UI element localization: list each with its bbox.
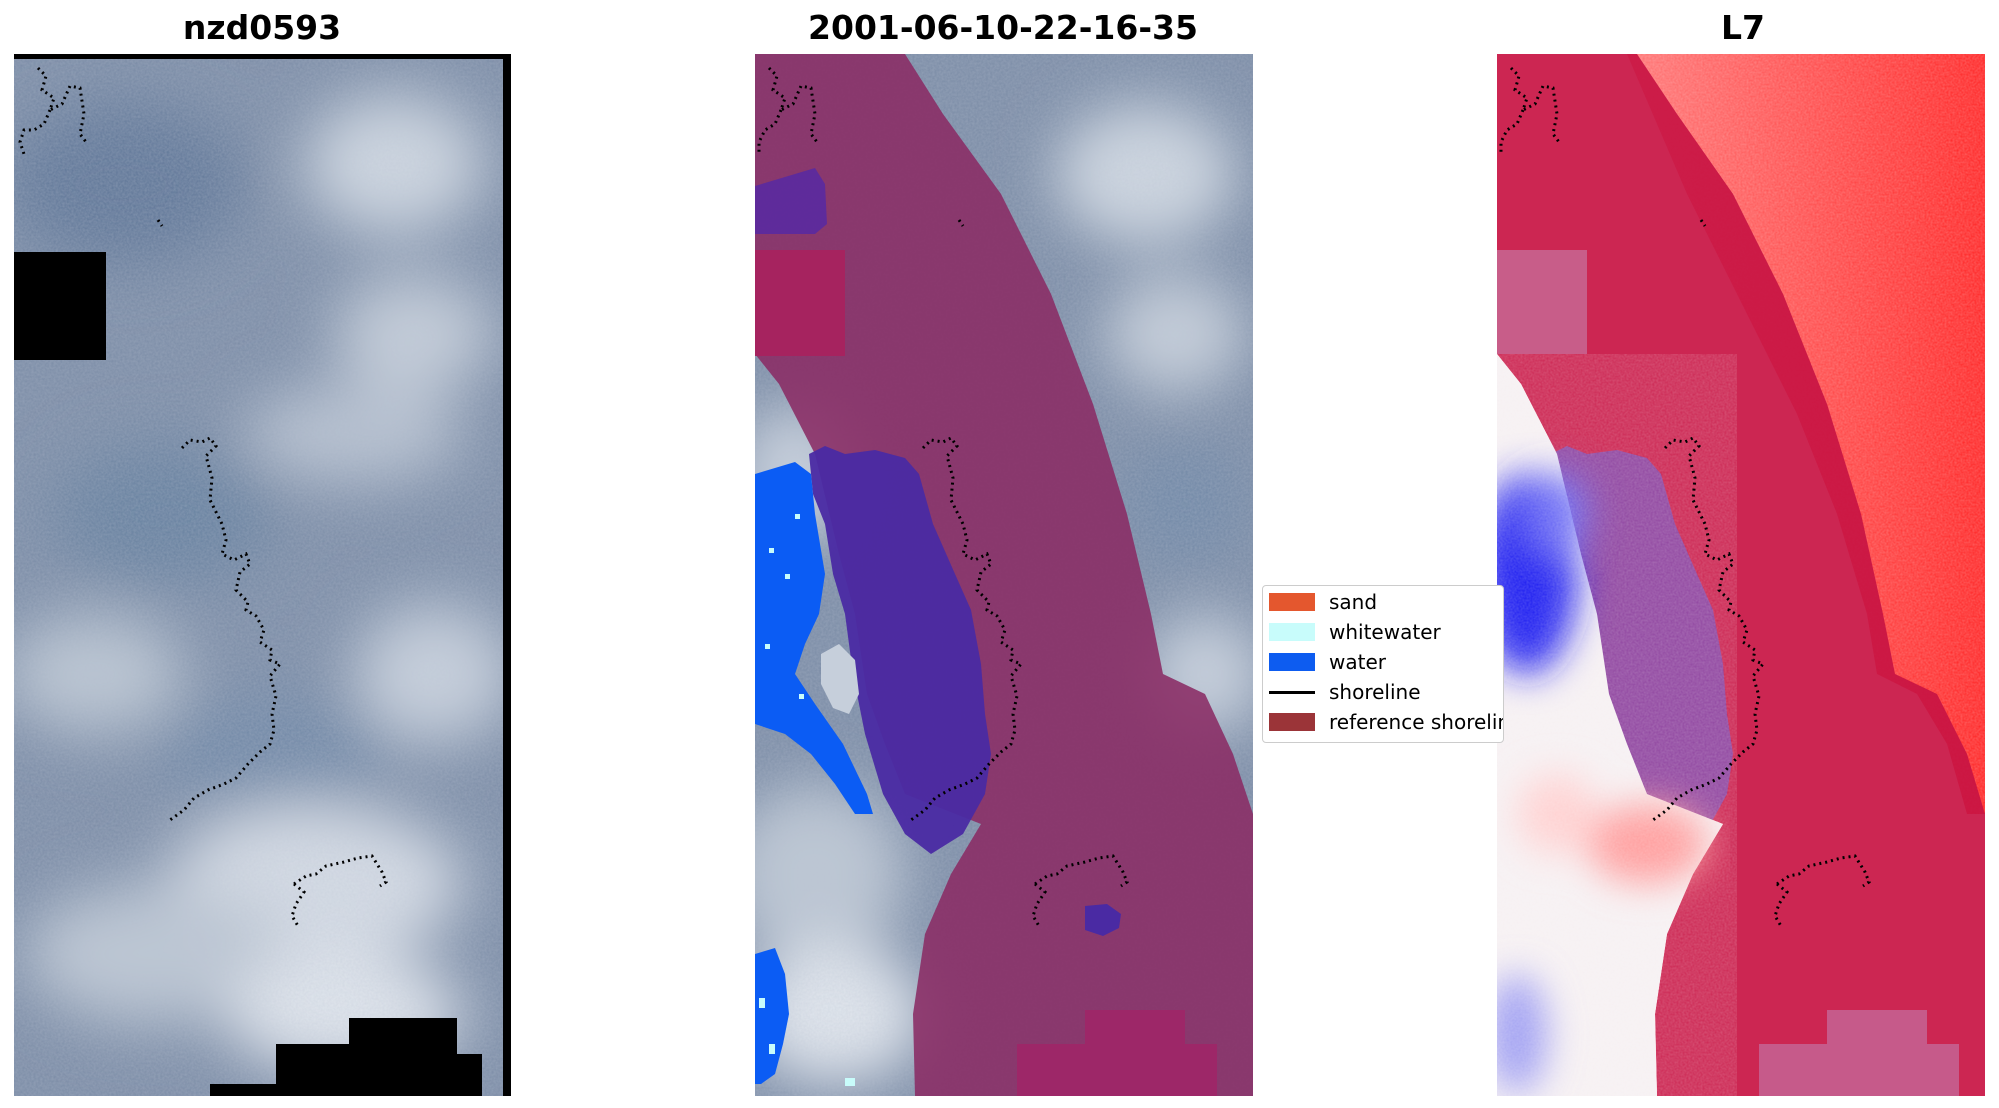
panel-title-image-name: nzd0593 [182, 8, 342, 47]
legend-swatch-water [1269, 653, 1315, 671]
shoreline-line [757, 66, 1129, 927]
legend: sand whitewater water shoreline referenc… [1262, 585, 1504, 743]
panel-title-date: 2001-06-10-22-16-35 [808, 8, 1198, 47]
legend-label-sand: sand [1329, 590, 1378, 614]
legend-label-shoreline: shoreline [1329, 680, 1421, 704]
legend-label-reference-shoreline: reference shoreline [1329, 710, 1504, 734]
rgb-image-panel [14, 54, 511, 1096]
legend-swatch-sand [1269, 593, 1315, 611]
index-image-panel [1497, 54, 1985, 1096]
shoreline-line [18, 66, 388, 927]
legend-line-shoreline [1269, 691, 1315, 694]
legend-label-water: water [1329, 650, 1386, 674]
legend-swatch-whitewater [1269, 623, 1315, 641]
rgb-image [14, 54, 511, 1096]
shoreline-line [1499, 66, 1871, 927]
panel-title-satellite: L7 [1721, 8, 1765, 47]
classified-image [755, 54, 1253, 1096]
index-image [1497, 54, 1985, 1096]
classified-image-panel [755, 54, 1253, 1096]
legend-label-whitewater: whitewater [1329, 620, 1441, 644]
legend-swatch-reference-shoreline [1269, 713, 1315, 731]
